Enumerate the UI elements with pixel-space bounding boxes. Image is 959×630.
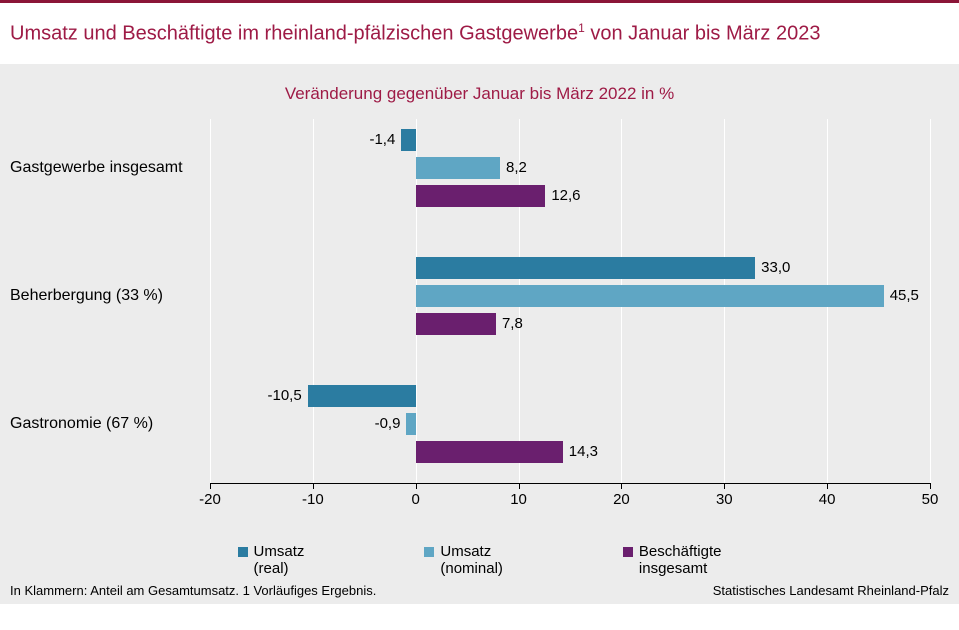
title-pre: Umsatz und Beschäftigte im rheinland-pfä… <box>10 23 578 45</box>
bar-value-label: 14,3 <box>569 441 598 463</box>
gridline <box>313 119 314 483</box>
plot-area: Gastgewerbe insgesamt -1,4 8,2 12,6 Beherber… <box>10 119 949 524</box>
bar-value-label: 7,8 <box>502 313 523 335</box>
bar-value-label: -10,5 <box>268 385 302 407</box>
legend-swatch <box>623 547 633 557</box>
x-tick <box>621 483 622 489</box>
bar <box>406 413 415 435</box>
x-tick-label: 50 <box>922 491 939 508</box>
x-tick <box>519 483 520 489</box>
bar-value-label: 8,2 <box>506 157 527 179</box>
legend-swatch <box>238 547 248 557</box>
x-tick-label: 40 <box>819 491 836 508</box>
bar <box>416 313 496 335</box>
bar-value-label: -0,9 <box>375 413 401 435</box>
bar <box>416 257 755 279</box>
chart-title: Umsatz und Beschäftigte im rheinland-pfä… <box>10 21 949 46</box>
x-tick <box>724 483 725 489</box>
x-tick <box>827 483 828 489</box>
bar <box>416 285 884 307</box>
legend-swatch <box>424 547 434 557</box>
x-tick-label: 10 <box>510 491 527 508</box>
chart-area: Veränderung gegenüber Januar bis März 20… <box>0 64 959 604</box>
bar-value-label: -1,4 <box>369 129 395 151</box>
title-area: Umsatz und Beschäftigte im rheinland-pfä… <box>0 3 959 64</box>
bar <box>416 157 500 179</box>
footnote: In Klammern: Anteil am Gesamtumsatz. 1 V… <box>10 583 376 598</box>
legend-label: Beschäftigteinsgesamt <box>639 543 722 578</box>
legend-item: Umsatz(real) <box>238 543 305 578</box>
title-post: von Januar bis März 2023 <box>585 23 821 45</box>
category-label: Gastgewerbe insgesamt <box>10 159 200 177</box>
footer: In Klammern: Anteil am Gesamtumsatz. 1 V… <box>10 583 949 598</box>
x-axis <box>210 483 930 484</box>
bar-value-label: 12,6 <box>551 185 580 207</box>
title-sup: 1 <box>578 21 585 35</box>
legend-item: Beschäftigteinsgesamt <box>623 543 722 578</box>
bar <box>416 441 563 463</box>
x-tick-label: -10 <box>302 491 324 508</box>
x-tick <box>416 483 417 489</box>
x-tick <box>930 483 931 489</box>
source: Statistisches Landesamt Rheinland-Pfalz <box>713 583 949 598</box>
legend-label: Umsatz(real) <box>254 543 305 578</box>
bar <box>401 129 415 151</box>
category-label: Gastronomie (67 %) <box>10 415 200 433</box>
legend-label: Umsatz(nominal) <box>440 543 503 578</box>
bar-value-label: 45,5 <box>890 285 919 307</box>
category-label: Beherbergung (33 %) <box>10 287 200 305</box>
bar <box>416 185 546 207</box>
bar-value-label: 33,0 <box>761 257 790 279</box>
bar <box>308 385 416 407</box>
x-tick-label: 0 <box>412 491 420 508</box>
x-tick <box>313 483 314 489</box>
gridline <box>930 119 931 483</box>
x-tick <box>210 483 211 489</box>
x-tick-label: 30 <box>716 491 733 508</box>
legend: Umsatz(real) Umsatz(nominal) Beschäftigtei… <box>0 543 959 578</box>
chart-subtitle: Veränderung gegenüber Januar bis März 20… <box>0 64 959 104</box>
legend-item: Umsatz(nominal) <box>424 543 503 578</box>
x-tick-label: 20 <box>613 491 630 508</box>
x-tick-label: -20 <box>199 491 221 508</box>
gridline <box>210 119 211 483</box>
